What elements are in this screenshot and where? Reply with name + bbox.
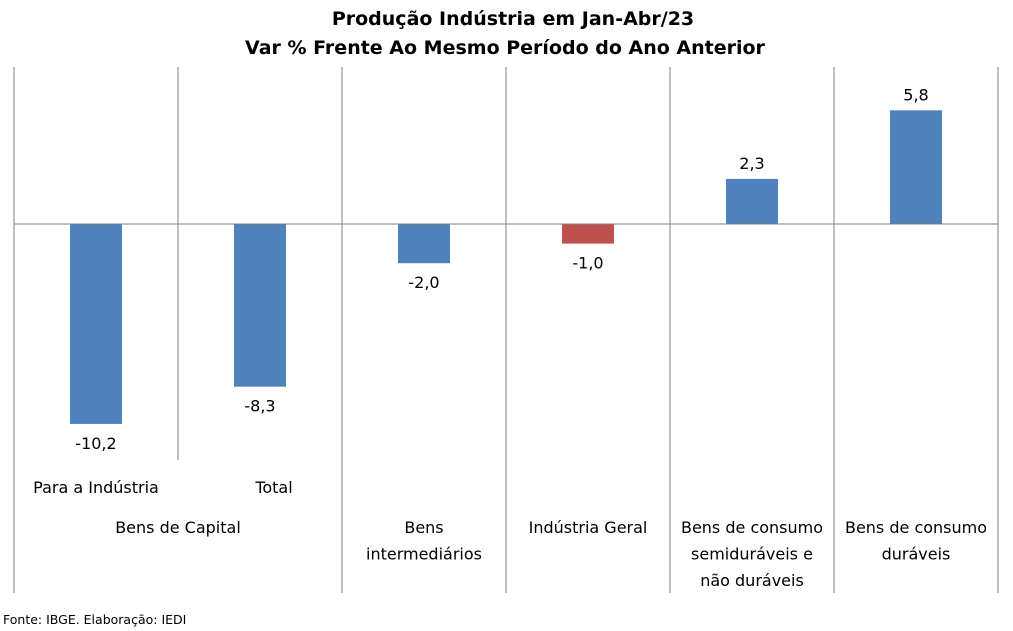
group-labels-layer: Bens de Capital Bens intermediários Indústr… <box>115 518 987 590</box>
data-label-3: -1,0 <box>572 254 603 273</box>
category-labels-layer: Para a Indústria Total <box>33 478 293 497</box>
bar-3 <box>562 224 614 244</box>
bar-1 <box>234 224 286 387</box>
category-label-0: Para a Indústria <box>33 478 159 497</box>
bar-0 <box>70 224 122 424</box>
chart-subtitle: Var % Frente Ao Mesmo Período do Ano Ant… <box>245 37 766 59</box>
group-label-2: Indústria Geral <box>529 518 648 537</box>
category-dividers <box>13 67 999 593</box>
group-label-3: Bens de consumo semiduráveis e não durávei… <box>681 518 823 590</box>
data-label-1: -8,3 <box>244 397 275 416</box>
source-note: Fonte: IBGE. Elaboração: IEDI <box>3 612 186 627</box>
group-label-0: Bens de Capital <box>115 518 241 537</box>
bar-5 <box>890 110 942 224</box>
data-labels-layer: -10,2 -8,3 -2,0 -1,0 2,3 5,8 <box>75 85 928 453</box>
data-label-2: -2,0 <box>408 273 439 292</box>
group-label-1: Bens intermediários <box>366 518 482 564</box>
data-label-0: -10,2 <box>75 434 116 453</box>
bars-layer <box>70 110 942 424</box>
bar-2 <box>398 224 450 264</box>
chart-title: Produção Indústria em Jan-Abr/23 <box>332 8 694 30</box>
group-label-4: Bens de consumo duráveis <box>845 518 987 564</box>
data-label-4: 2,3 <box>739 154 764 173</box>
data-label-5: 5,8 <box>903 85 928 104</box>
bar-4 <box>726 178 778 224</box>
category-label-1: Total <box>254 478 292 497</box>
